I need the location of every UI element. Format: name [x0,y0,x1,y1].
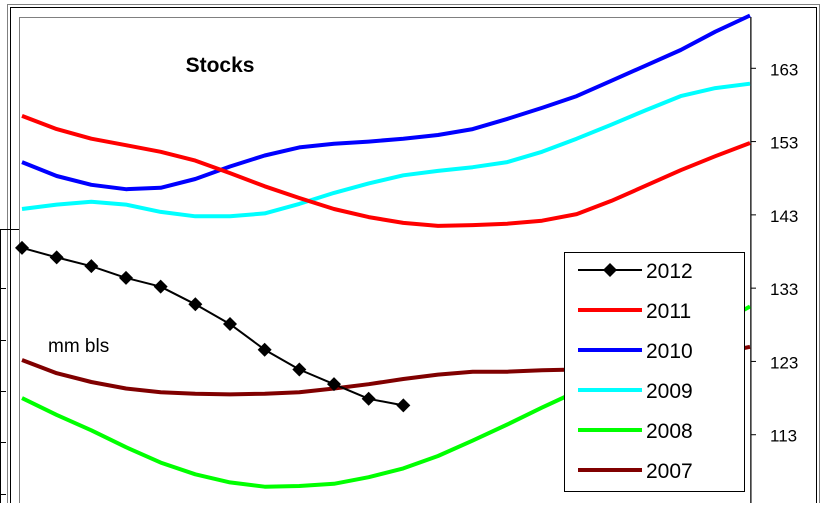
data-point-2012 [49,250,64,265]
data-point-2012 [15,240,29,255]
data-point-2012 [257,342,272,357]
annotation-label: mm bls [48,336,109,357]
series-2009 [21,81,751,219]
series-line-2009 [21,81,751,219]
legend: 2012 2011 2010 2009 2008 2007 [564,252,745,492]
legend-item-2009: 2009 [578,380,693,403]
data-point-2012 [223,317,237,332]
series-line-2012 [21,246,404,407]
legend-label: 2010 [646,340,693,363]
legend-item-2011: 2011 [578,300,691,323]
series-line-2011 [21,114,751,228]
series-2010 [21,13,751,192]
series-line-2010 [21,13,751,192]
y-tick-label: 143 [770,207,798,226]
legend-label: 2009 [646,380,693,403]
legend-item-2008: 2008 [578,420,693,443]
data-point-2012 [327,377,341,392]
legend-item-2010: 2010 [578,340,693,363]
series-2012 [15,240,411,413]
data-point-2012 [188,297,203,312]
legend-label: 2007 [646,460,693,483]
y-tick-label: 133 [770,280,798,299]
data-point-2012 [119,270,133,285]
legend-box [564,252,745,492]
legend-label: 2012 [646,260,693,283]
data-point-2012 [84,259,99,274]
data-point-2012 [153,279,168,294]
data-point-2012 [396,398,411,413]
chart-title: Stocks [186,54,255,77]
y-tick-label: 153 [770,134,798,153]
data-point-2012 [292,362,307,377]
y-tick-label: 113 [770,427,797,446]
series-2011 [21,114,751,228]
y-tick-label: 163 [770,60,798,79]
legend-marker [603,263,617,277]
legend-label: 2011 [646,300,691,323]
legend-label: 2008 [646,420,693,443]
y-tick-label: 123 [770,353,798,372]
legend-item-2012: 2012 [578,260,693,283]
data-point-2012 [361,391,376,406]
underlying-chart-left-frame [0,229,19,503]
legend-item-2007: 2007 [578,460,693,483]
